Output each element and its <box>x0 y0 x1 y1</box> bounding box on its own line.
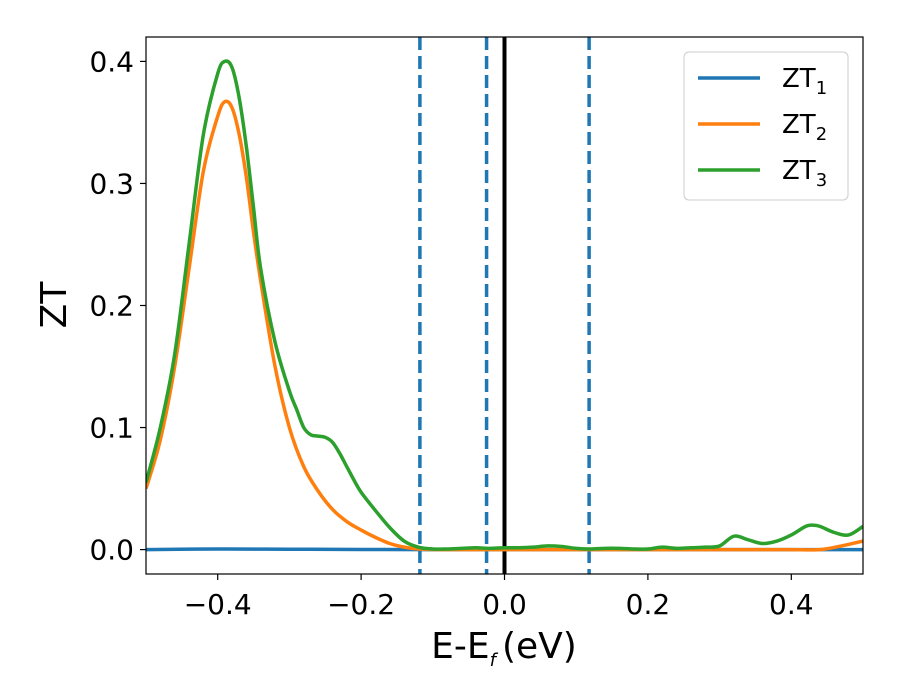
series-lines <box>146 59 863 552</box>
legend-box <box>683 51 849 201</box>
y-tick-label: 0.4 <box>89 45 134 78</box>
y-axis-label: ZT <box>34 281 75 329</box>
x-axis: −0.4 −0.2 0.0 0.2 0.4 <box>184 574 814 621</box>
x-tick-label: 0.2 <box>626 588 671 621</box>
x-tick-label: 0.4 <box>769 588 814 621</box>
legend-label-zt3: ZT3 <box>782 156 827 191</box>
x-tick-label: −0.4 <box>184 588 252 621</box>
y-tick-label: 0.2 <box>89 290 134 323</box>
series-line-zt3 <box>146 59 863 551</box>
legend-label-zt2: ZT2 <box>782 110 827 145</box>
legend-label-zt1: ZT1 <box>782 64 827 99</box>
reference-lines <box>418 37 591 574</box>
y-tick-label: 0.1 <box>89 412 134 445</box>
y-tick-label: 0.3 <box>89 167 134 200</box>
y-axis: 0.0 0.1 0.2 0.3 0.4 <box>89 45 146 567</box>
x-axis-label: E-Ef (eV) <box>431 626 577 671</box>
y-tick-label: 0.0 <box>89 534 134 567</box>
x-tick-label: 0.0 <box>482 588 527 621</box>
x-tick-label: −0.2 <box>327 588 395 621</box>
legend: ZT1 ZT2 ZT3 <box>683 51 849 201</box>
